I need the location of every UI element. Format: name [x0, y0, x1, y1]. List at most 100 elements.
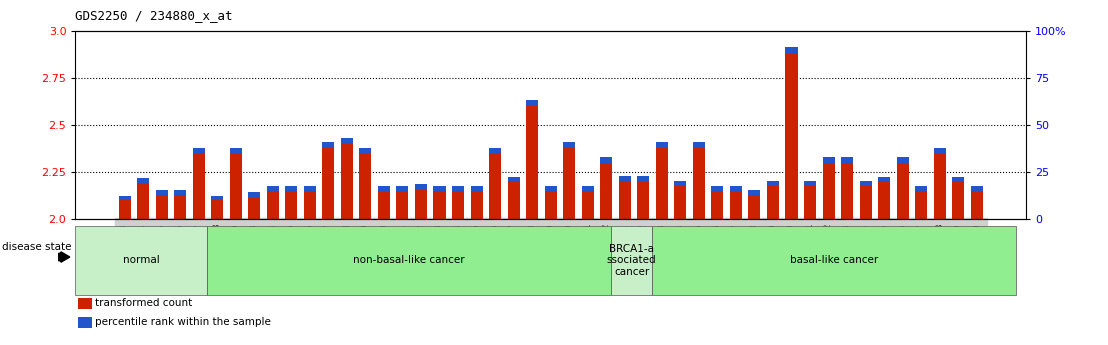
Bar	[656, 141, 668, 148]
Bar	[155, 190, 167, 195]
Bar	[341, 144, 353, 219]
Bar	[915, 191, 927, 219]
Text: BRCA1-a
ssociated
cancer: BRCA1-a ssociated cancer	[607, 244, 656, 277]
Bar	[248, 197, 260, 219]
Bar	[397, 191, 409, 219]
Bar	[786, 53, 798, 219]
Bar	[841, 157, 853, 163]
Bar	[692, 141, 705, 148]
Bar	[545, 186, 556, 191]
Bar	[359, 153, 371, 219]
Bar	[786, 47, 798, 53]
Bar	[675, 181, 686, 185]
Bar	[119, 196, 131, 200]
Bar	[860, 185, 872, 219]
Bar	[378, 191, 390, 219]
Bar	[952, 177, 964, 181]
Bar	[378, 186, 390, 191]
Bar	[971, 191, 983, 219]
Bar	[433, 191, 445, 219]
Bar	[601, 157, 613, 163]
Bar	[971, 186, 983, 191]
Bar	[730, 191, 742, 219]
Bar	[267, 191, 279, 219]
Bar	[507, 177, 520, 181]
Bar	[804, 185, 817, 219]
Bar	[119, 200, 131, 219]
Text: percentile rank within the sample: percentile rank within the sample	[95, 317, 271, 327]
Bar	[526, 100, 538, 106]
Bar	[879, 177, 890, 181]
Bar	[618, 176, 630, 181]
Bar	[452, 191, 464, 219]
Bar	[212, 196, 223, 200]
Bar	[248, 192, 260, 197]
Bar	[711, 191, 724, 219]
Bar	[692, 148, 705, 219]
Text: transformed count: transformed count	[95, 298, 193, 308]
Bar	[285, 186, 297, 191]
Bar	[860, 181, 872, 185]
Bar	[285, 191, 297, 219]
Bar	[433, 186, 445, 191]
Bar	[137, 178, 150, 183]
Bar	[526, 106, 538, 219]
Bar	[582, 186, 594, 191]
Bar	[656, 148, 668, 219]
Bar	[137, 183, 150, 219]
Bar	[489, 153, 501, 219]
Bar	[304, 186, 316, 191]
Bar	[934, 148, 946, 153]
Bar	[229, 153, 242, 219]
Bar	[804, 181, 817, 185]
Text: basal-like cancer: basal-like cancer	[790, 256, 878, 265]
Bar	[952, 181, 964, 219]
Text: normal: normal	[123, 256, 160, 265]
Bar	[489, 148, 501, 153]
Bar	[416, 189, 427, 219]
Bar	[748, 195, 760, 219]
Bar	[322, 148, 335, 219]
Bar	[822, 157, 834, 163]
Bar	[879, 181, 890, 219]
Bar	[471, 186, 483, 191]
Bar	[822, 163, 834, 219]
Bar	[341, 138, 353, 144]
Bar	[915, 186, 927, 191]
Bar	[711, 186, 724, 191]
Bar	[193, 153, 205, 219]
Bar	[675, 185, 686, 219]
Bar	[471, 191, 483, 219]
Bar	[174, 195, 186, 219]
Bar	[841, 163, 853, 219]
Bar	[212, 200, 223, 219]
Bar	[748, 190, 760, 195]
Bar	[563, 142, 575, 148]
Bar	[155, 195, 167, 219]
Bar	[174, 190, 186, 195]
Bar	[637, 176, 649, 181]
Bar	[267, 186, 279, 191]
Bar	[896, 163, 909, 219]
Bar	[767, 181, 779, 185]
Bar	[545, 191, 556, 219]
Bar	[618, 181, 630, 219]
Bar	[934, 153, 946, 219]
Bar	[193, 148, 205, 153]
Text: GDS2250 / 234880_x_at: GDS2250 / 234880_x_at	[75, 9, 233, 22]
Text: non-basal-like cancer: non-basal-like cancer	[353, 256, 465, 265]
Bar	[582, 191, 594, 219]
Bar	[637, 181, 649, 219]
Text: disease state: disease state	[2, 242, 72, 252]
Bar	[730, 186, 742, 191]
Bar	[397, 186, 409, 191]
Bar	[416, 185, 427, 189]
Bar	[507, 181, 520, 219]
Bar	[229, 148, 242, 153]
Bar	[563, 148, 575, 219]
Bar	[322, 142, 335, 148]
Bar	[452, 186, 464, 191]
Bar	[601, 163, 613, 219]
Bar	[896, 157, 909, 163]
Bar	[304, 191, 316, 219]
